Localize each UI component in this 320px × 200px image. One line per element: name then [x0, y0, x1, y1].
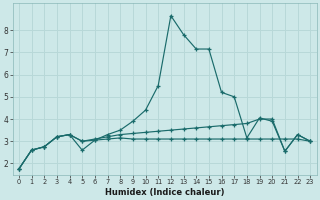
X-axis label: Humidex (Indice chaleur): Humidex (Indice chaleur)	[105, 188, 224, 197]
